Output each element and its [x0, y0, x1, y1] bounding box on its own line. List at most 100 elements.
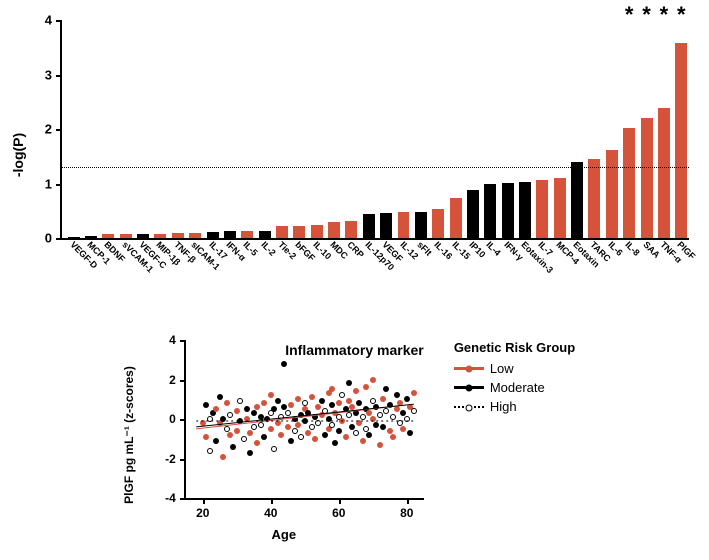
trend-moderate [196, 404, 414, 427]
significance-star: * [625, 2, 634, 28]
bar-label: IL-4 [485, 239, 503, 257]
bar-IL-7 [536, 180, 548, 238]
bar-column: SAA* [639, 20, 654, 238]
bar-VEGF [380, 213, 392, 238]
scatter-ytick: -2 [165, 452, 176, 466]
bar-IL-15 [450, 198, 462, 238]
significance-star: * [660, 2, 669, 28]
bar-BDNF [102, 234, 114, 238]
legend-item-high: High [454, 399, 575, 414]
bar-IL-6 [606, 150, 618, 238]
bar-IL-12 [398, 212, 410, 238]
scatter-ytick: -4 [165, 491, 176, 505]
bar-IFN-α [224, 231, 236, 238]
bar-VEGF-C [137, 234, 149, 238]
scatter-xtick: 40 [264, 506, 277, 520]
bar-IL-10 [311, 225, 323, 238]
scatter-xtick: 60 [332, 506, 345, 520]
bar-column: MCP-4 [552, 20, 567, 238]
threshold-line [62, 167, 689, 168]
y-tick-label: 4 [45, 13, 52, 28]
bar-column: sFlt [413, 20, 428, 238]
y-tick-label: 0 [45, 231, 52, 246]
y-axis-title: -log(P) [10, 133, 26, 177]
legend-label: High [490, 399, 517, 414]
bar-column: IL-4 [483, 20, 498, 238]
bar-column: IL-12 [396, 20, 411, 238]
bar-label: IL-2 [259, 239, 277, 257]
scatter-chart: PlGF pg mL⁻¹ (z-scores) -4-202420406080 … [134, 330, 434, 540]
bar-column: Tie-2 [274, 20, 289, 238]
bar-label: MDC [328, 239, 350, 261]
bar-column: TNF-β [170, 20, 185, 238]
bar-label: Tie-2 [276, 239, 298, 261]
bar-column: BDNF [101, 20, 116, 238]
bar-column: MCP-1 [83, 20, 98, 238]
bar-bFGF [293, 226, 305, 238]
bar-label: SAA [641, 239, 662, 260]
figure: -log(P) 01234 VEGF-DMCP-1BDNFsVCAM-1VEGF… [10, 10, 699, 540]
bar-label: IP10 [467, 239, 487, 259]
bar-Tie-2 [276, 226, 288, 238]
bar-MCP-1 [85, 236, 97, 238]
bar-column: IL-12p70 [361, 20, 376, 238]
bar-column: TARC [587, 20, 602, 238]
bar-column: MDC [326, 20, 341, 238]
bar-column: IP10 [465, 20, 480, 238]
bar-column: sVCAM-1 [118, 20, 133, 238]
legend-label: Low [490, 361, 514, 376]
scatter-xtick: 80 [400, 506, 413, 520]
bar-IL-12p70 [363, 214, 375, 238]
scatter-ytick: 2 [169, 373, 176, 387]
bar-column: sICAM-1 [188, 20, 203, 238]
scatter-ytick: 0 [169, 412, 176, 426]
legend: Genetic Risk Group LowModerateHigh [454, 330, 575, 418]
bar-IFN-γ [502, 183, 514, 238]
bar-column: bFGF [292, 20, 307, 238]
bar-Eotaxin-3 [519, 182, 531, 238]
bar-column: IL-2 [257, 20, 272, 238]
trend-lines [186, 340, 424, 498]
legend-label: Moderate [490, 380, 545, 395]
bar-sICAM-1 [189, 233, 201, 238]
bar-IL-8 [623, 128, 635, 238]
significance-star: * [642, 2, 651, 28]
bar-column: IL-10 [309, 20, 324, 238]
bar-Eotaxin [571, 162, 583, 238]
bar-column: IL-15 [448, 20, 463, 238]
bar-IL-2 [259, 231, 271, 238]
bar-IL-16 [432, 209, 444, 238]
bar-CRP [345, 221, 357, 238]
bar-label: IL-16 [433, 239, 455, 261]
bar-column: TNF-α* [656, 20, 671, 238]
bar-label: CRP [346, 239, 367, 260]
bar-column: VEGF-D [66, 20, 81, 238]
bar-TNF-α [658, 108, 670, 238]
bar-column: IL-7 [535, 20, 550, 238]
bar-column: IL-6 [604, 20, 619, 238]
bar-MIP-1β [154, 234, 166, 238]
bar-sVCAM-1 [120, 234, 132, 238]
bar-column: VEGF-C [135, 20, 150, 238]
bar-column: IL-5 [240, 20, 255, 238]
bar-column: Eotaxin [569, 20, 584, 238]
y-tick-label: 1 [45, 176, 52, 191]
legend-item-low: Low [454, 361, 575, 376]
bar-IL-17 [207, 232, 219, 238]
legend-item-moderate: Moderate [454, 380, 575, 395]
bar-IL-4 [484, 184, 496, 239]
bar-TARC [588, 159, 600, 238]
bar-label: IL-8 [624, 239, 642, 257]
bar-IP10 [467, 190, 479, 238]
scatter-xtick: 20 [196, 506, 209, 520]
bar-sFlt [415, 212, 427, 238]
scatter-ytick: 4 [169, 333, 176, 347]
bar-VEGF-D [68, 237, 80, 238]
bar-SAA [641, 118, 653, 238]
y-tick-label: 2 [45, 122, 52, 137]
bar-column: IFN-α [222, 20, 237, 238]
bar-column: Eotaxin-3 [517, 20, 532, 238]
bar-TNF-β [172, 233, 184, 238]
bar-label: IL-15 [450, 239, 472, 261]
bar-column: IL-17 [205, 20, 220, 238]
